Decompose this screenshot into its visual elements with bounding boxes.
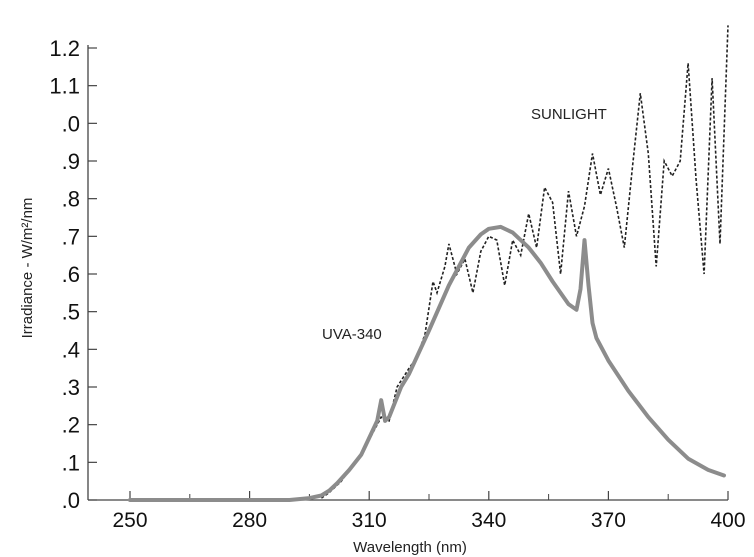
- y-tick-label: .8: [62, 187, 80, 212]
- x-tick-label: 340: [471, 509, 506, 532]
- y-tick-label: .2: [62, 413, 80, 438]
- x-ticks: 250 280 310 340 370 400: [112, 491, 746, 532]
- y-tick-label: .4: [62, 337, 80, 362]
- series-line-uva-340: [128, 224, 726, 502]
- series-line-sunlight: [320, 25, 729, 499]
- y-tick-label: .7: [62, 224, 80, 249]
- y-axis-title: Irradiance - W/m²/nm: [19, 198, 36, 339]
- y-tick-label: .1: [62, 450, 80, 475]
- x-tick-label: 310: [352, 509, 387, 532]
- y-tick-label: 1.1: [49, 74, 80, 99]
- annotation-sunlight: SUNLIGHT: [531, 106, 607, 123]
- y-tick-label: .5: [62, 300, 80, 325]
- y-tick-label: .0: [62, 111, 80, 136]
- x-tick-label: 370: [591, 509, 626, 532]
- y-tick-label: .3: [62, 375, 80, 400]
- annotation-uva-340: UVA-340: [322, 326, 382, 343]
- y-tick-label: .9: [62, 149, 80, 174]
- plot-area: .0 .1 .2 .3 .4 .5 .6 .7 .8 .9 .0 1.1 1.2 250 280 310 34…: [49, 25, 746, 532]
- x-tick-label: 400: [710, 509, 745, 532]
- y-tick-label: .6: [62, 262, 80, 287]
- y-ticks: .0 .1 .2 .3 .4 .5 .6 .7 .8 .9 .0 1.1 1.2: [49, 36, 97, 513]
- y-tick-label: .0: [62, 488, 80, 513]
- x-tick-label: 280: [232, 509, 267, 532]
- x-axis-title: Wavelength (nm): [353, 539, 467, 556]
- y-tick-label: 1.2: [49, 36, 80, 61]
- x-tick-label: 250: [112, 509, 147, 532]
